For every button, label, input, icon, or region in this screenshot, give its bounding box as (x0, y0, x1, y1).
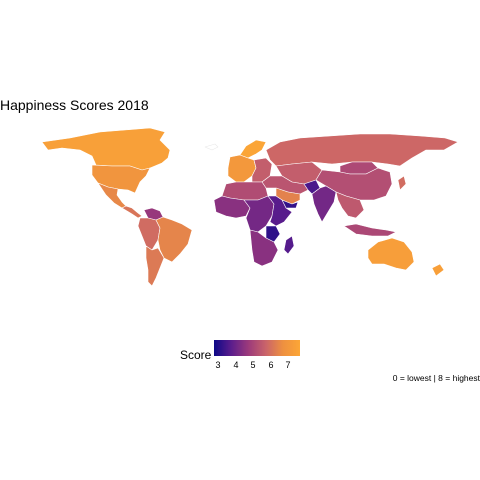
region-andean-south-america (137, 217, 161, 251)
region-australia (367, 237, 415, 271)
map-title: Happiness Scores 2018 (0, 97, 149, 113)
legend-tick-label: 3 (215, 360, 221, 370)
region-india (311, 185, 337, 223)
region-brazil (155, 216, 193, 263)
legend-colorbar (214, 340, 300, 356)
region-mexico (97, 182, 127, 209)
region-japan (397, 175, 407, 191)
region-tanzania (265, 225, 281, 243)
region-greenland (204, 143, 219, 151)
region-nordics (239, 139, 267, 159)
legend-title: Score (180, 348, 212, 362)
region-east-africa (267, 195, 293, 227)
region-southeast-asia (335, 191, 365, 219)
region-indonesia (343, 223, 397, 237)
legend-tick-label: 6 (268, 360, 274, 370)
region-central-america (121, 205, 143, 219)
legend-tick-label: 5 (250, 360, 256, 370)
region-madagascar (283, 235, 295, 255)
region-canada (41, 127, 171, 171)
region-russia (265, 133, 459, 167)
legend-tick-label: 7 (285, 360, 291, 370)
region-new-zealand (431, 263, 445, 277)
region-southern-africa (249, 229, 279, 267)
region-west-africa (213, 195, 251, 219)
legend-tick-label: 4 (233, 360, 239, 370)
region-southern-cone (145, 245, 165, 287)
region-north-africa (221, 181, 269, 201)
map-caption: 0 = lowest | 8 = highest (392, 373, 480, 383)
legend: Score 3 4 5 6 7 (180, 340, 320, 370)
